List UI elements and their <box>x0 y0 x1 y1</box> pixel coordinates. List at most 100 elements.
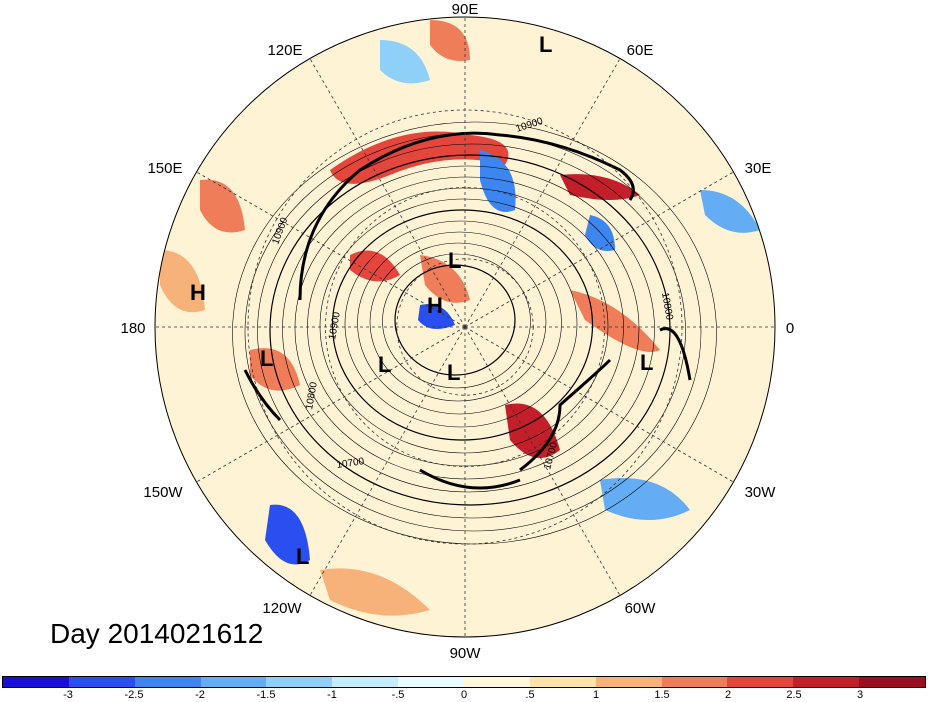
pressure-centers: L L H H L L L L L <box>190 32 653 569</box>
colorbar-tick-label: -1.5 <box>256 689 276 701</box>
colorbar-swatch <box>398 677 465 687</box>
anomaly-patch <box>585 215 615 251</box>
map-boundary <box>154 16 776 638</box>
lon-label-60w: 60W <box>625 600 657 617</box>
anomaly-patch <box>265 504 310 565</box>
low-center-label: L <box>640 350 653 375</box>
jet-contour <box>419 468 521 490</box>
meridian-line <box>196 326 466 483</box>
colorbar-tick-label: .5 <box>525 689 535 701</box>
low-center-label: L <box>448 248 461 273</box>
meridian-line <box>464 171 734 328</box>
lon-label-60e: 60E <box>627 42 654 59</box>
lon-label-150w: 150W <box>143 484 183 501</box>
colorbar-tick-labels: -3 -2.5 -2 -1.5 -1 -.5 0 .5 1 1.5 2 2.5 3 <box>2 689 926 702</box>
anomaly-patch <box>480 150 516 212</box>
contour-label: 10700 <box>336 456 366 471</box>
colorbar-swatch <box>3 677 69 687</box>
colorbar-swatch <box>134 677 201 687</box>
high-center-label: H <box>190 280 206 305</box>
longitude-labels: 90E 60E 30E 0 30W 60W 90W 120W 150W 180 … <box>120 1 794 662</box>
height-contour <box>257 143 686 519</box>
height-contour <box>357 231 562 415</box>
height-contour <box>331 209 594 441</box>
meridian-line <box>464 326 621 596</box>
height-contour <box>294 176 640 480</box>
colorbar-swatch <box>68 677 135 687</box>
anomaly-patch <box>420 255 470 303</box>
meridian-line <box>309 326 466 596</box>
anomaly-patch <box>380 40 430 84</box>
height-contour <box>319 198 609 454</box>
high-center-label: H <box>427 293 443 318</box>
colorbar-tick-label: -1 <box>327 689 337 701</box>
meridian-line <box>464 58 621 328</box>
colorbar-tick-label: 1.5 <box>654 689 670 701</box>
colorbar-swatch <box>595 677 662 687</box>
anomaly-patch <box>700 190 760 233</box>
colorbar-swatch <box>727 677 794 687</box>
latitude-circle <box>396 258 534 396</box>
anomaly-patch <box>600 478 690 520</box>
colorbar-swatch <box>200 677 267 687</box>
low-center-label: L <box>378 352 391 377</box>
height-contour <box>282 165 655 493</box>
colorbar-tick-label: 2.5 <box>786 689 802 701</box>
low-center-label: L <box>260 346 273 371</box>
height-contour <box>344 220 578 428</box>
jet-contour <box>298 131 635 301</box>
colorbar-swatch <box>661 677 728 687</box>
height-contour <box>394 264 516 376</box>
colorbar-tick-label: -.5 <box>391 689 405 701</box>
meridian-line <box>464 326 734 483</box>
contour-label: 10800 <box>304 381 320 411</box>
anomaly-patch <box>418 304 455 329</box>
latitude-circle <box>325 187 605 467</box>
lon-label-0: 0 <box>786 320 794 337</box>
lon-label-90w: 90W <box>450 645 482 662</box>
colorbar-swatch <box>464 677 530 687</box>
height-contour <box>382 253 531 389</box>
colorbar-swatch <box>859 677 926 687</box>
anomaly-patch <box>200 179 245 233</box>
lon-label-30w: 30W <box>745 484 777 501</box>
graticule <box>155 17 775 637</box>
low-center-label: L <box>296 544 309 569</box>
lon-label-120e: 120E <box>267 42 302 59</box>
meridian-line <box>309 58 466 328</box>
lon-label-120w: 120W <box>262 600 302 617</box>
anomaly-patch <box>350 250 400 282</box>
height-contour <box>369 242 547 402</box>
colorbar-tick-label: 1 <box>592 689 600 701</box>
colorbar-tick-label: -2 <box>195 689 205 701</box>
map-title: Day 2014021612 <box>50 618 264 649</box>
lon-label-150e: 150E <box>147 160 182 177</box>
low-center-label: L <box>447 360 460 385</box>
anomaly-patch <box>570 290 660 352</box>
height-contours <box>232 121 717 545</box>
polar-map: 90E 60E 30E 0 30W 60W 90W 120W 150W 180 … <box>120 1 794 662</box>
colorbar-tick-label: 0 <box>460 689 468 701</box>
lon-label-180: 180 <box>120 320 145 337</box>
jet-contour <box>659 327 692 381</box>
colorbar-tick-label: 3 <box>856 689 864 701</box>
colorbar-tick-label: -2.5 <box>124 689 144 701</box>
anomaly-patch <box>320 568 430 616</box>
colorbar-swatch <box>266 677 333 687</box>
low-center-label: L <box>539 32 552 57</box>
colorbar-swatch <box>332 677 399 687</box>
jet-contour <box>243 369 282 422</box>
anomaly-patch <box>160 250 205 313</box>
colorbar-swatch <box>793 677 860 687</box>
lon-label-90e: 90E <box>452 1 479 18</box>
jet-contour <box>519 358 612 472</box>
contour-label: 10900 <box>327 311 343 341</box>
latitude-circle <box>247 109 683 545</box>
contour-label: 10800 <box>659 292 675 322</box>
colorbar-tick-label: -3 <box>63 689 73 701</box>
meridian-line <box>196 171 466 328</box>
colorbar <box>2 676 926 688</box>
colorbar-swatch <box>529 677 596 687</box>
lon-label-30e: 30E <box>745 160 772 177</box>
colorbar-tick-label: 2 <box>724 689 732 701</box>
